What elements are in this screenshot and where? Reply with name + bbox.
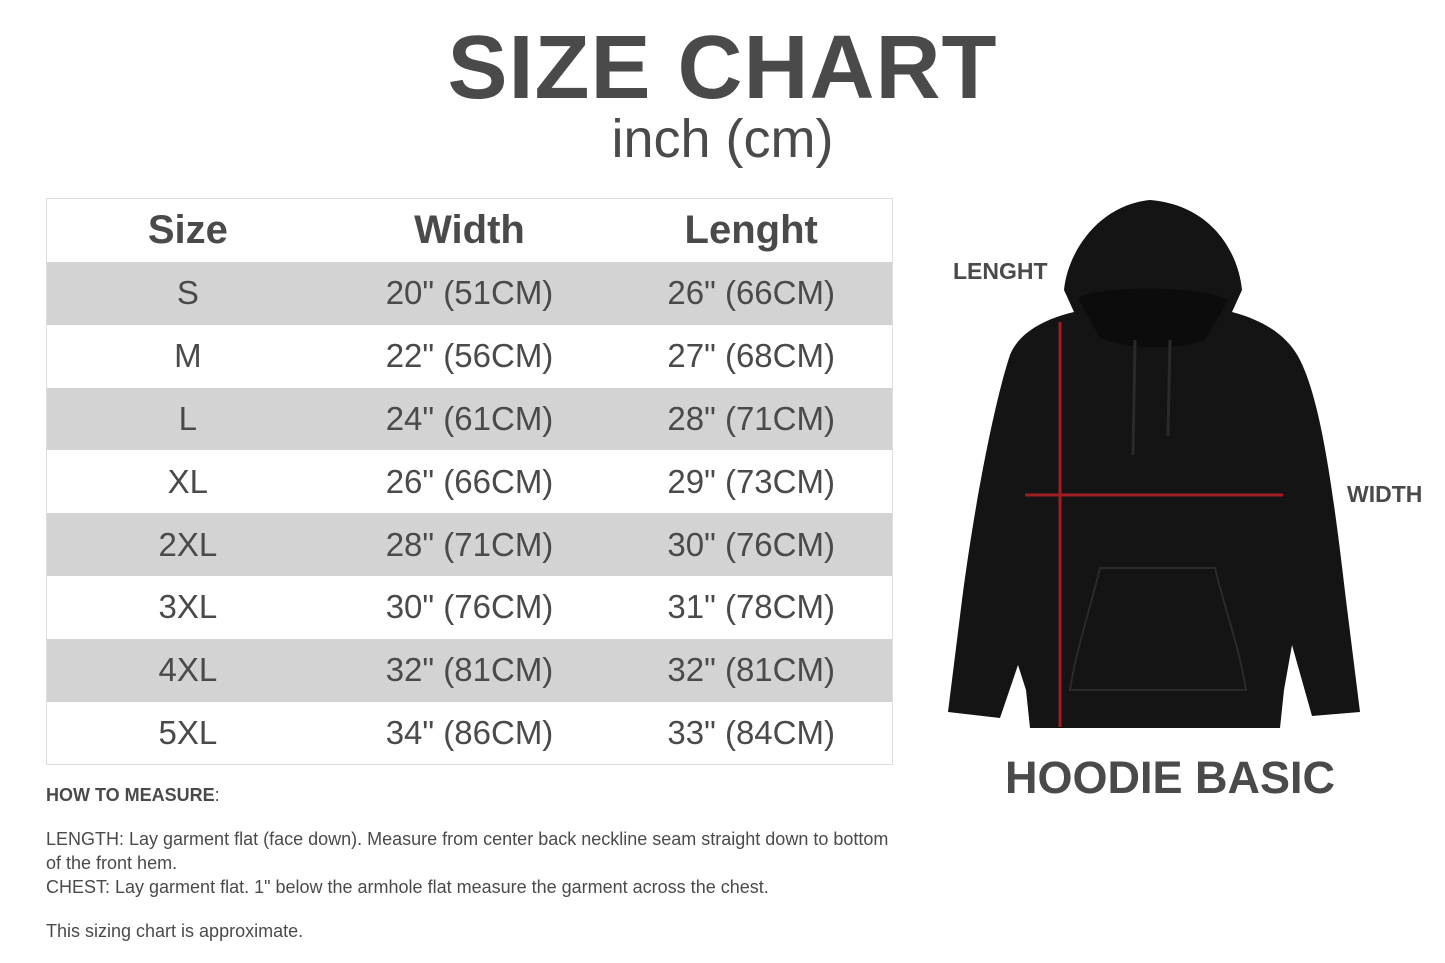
product-name: HOODIE BASIC (1004, 752, 1336, 803)
table-row: 4XL 32" (81CM) 32" (81CM) (47, 638, 892, 702)
width-label: WIDTH (1347, 481, 1423, 507)
cell-size: 5XL (158, 713, 218, 751)
cell-width: 26" (66CM) (385, 462, 554, 500)
cell-length: 29" (73CM) (667, 462, 835, 500)
drawstring-icon (1131, 339, 1172, 456)
cell-length: 32" (81CM) (667, 651, 835, 689)
table-row: M 22" (56CM) 27" (68CM) (47, 325, 892, 388)
hood-opening-icon (1078, 288, 1228, 348)
cell-width: 34" (86CM) (385, 713, 554, 751)
cell-width: 32" (81CM) (385, 651, 554, 689)
cell-length: 27" (68CM) (667, 337, 835, 375)
table-row: 5XL 34" (86CM) 33" (84CM) (47, 702, 892, 765)
cell-length: 31" (78CM) (667, 588, 835, 626)
unit-subtitle: inch (cm) (611, 109, 834, 169)
notes-heading: HOW TO MEASURE (46, 785, 215, 805)
hoodie-pocket-icon (1068, 567, 1248, 691)
size-table: Size Width Lenght S 20" (51CM) 26" (66CM) M… (46, 198, 893, 766)
cell-size: L (178, 399, 198, 437)
cell-width: 24" (61CM) (385, 399, 554, 437)
cell-size: 4XL (158, 651, 218, 689)
cell-width: 30" (76CM) (385, 588, 554, 626)
table-row: XL 26" (66CM) 29" (73CM) (47, 450, 892, 513)
cell-length: 26" (66CM) (667, 274, 835, 312)
cell-length: 33" (84CM) (667, 713, 835, 751)
table-row: 2XL 28" (71CM) 30" (76CM) (47, 513, 892, 576)
cell-size: 3XL (158, 588, 218, 626)
cell-width: 22" (56CM) (385, 337, 554, 375)
column-header-width: Width (414, 208, 525, 252)
cell-size: 2XL (158, 525, 218, 563)
column-header-size: Size (147, 208, 228, 252)
table-row: 3XL 30" (76CM) 31" (78CM) (47, 576, 892, 639)
table-row: S 20" (51CM) 26" (66CM) (47, 262, 892, 325)
table-header-row: Size Width Lenght (47, 199, 892, 262)
length-instruction: LENGTH: Lay garment flat (face down). Me… (46, 829, 889, 873)
cell-width: 28" (71CM) (385, 525, 554, 563)
disclaimer: This sizing chart is approximate. (46, 921, 304, 941)
cell-length: 30" (76CM) (667, 525, 835, 563)
length-label: LENGHT (953, 258, 1048, 284)
column-header-length: Lenght (684, 208, 818, 252)
cell-size: M (174, 337, 202, 375)
cell-width: 20" (51CM) (385, 274, 554, 312)
page-title: SIZE CHART (447, 18, 998, 118)
hoodie-icon (948, 200, 1360, 728)
measure-instructions: HOW TO MEASURE: LENGTH: Lay garment flat… (46, 783, 906, 943)
cell-size: S (176, 274, 199, 312)
table-row: L 24" (61CM) 28" (71CM) (47, 387, 892, 451)
cell-size: XL (167, 462, 209, 500)
cell-length: 28" (71CM) (667, 399, 835, 437)
chest-instruction: CHEST: Lay garment flat. 1" below the ar… (46, 877, 769, 897)
